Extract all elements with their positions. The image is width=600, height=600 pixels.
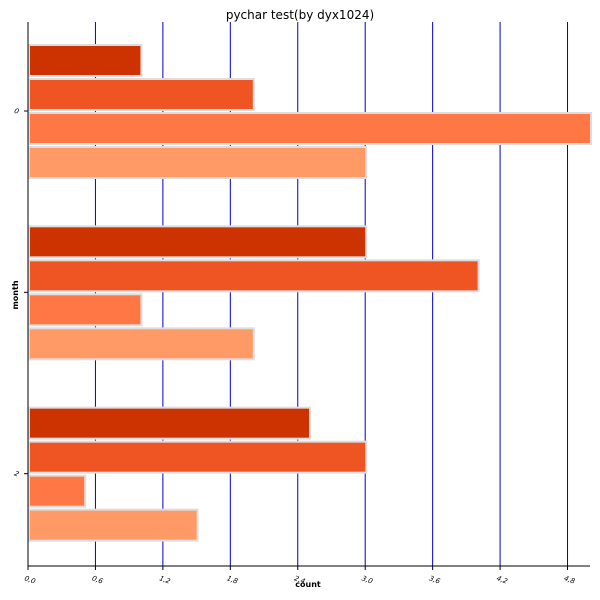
y-tick-label-2: 2 <box>13 470 20 479</box>
bar-1-series-0 <box>28 225 368 259</box>
x-tick-label-7: 4,2 <box>495 574 509 586</box>
bar-2-series-2 <box>28 474 87 508</box>
bar-0-series-1 <box>28 78 255 111</box>
chart-title: pychar test(by dyx1024) <box>226 8 374 22</box>
y-tick-labels: 02 <box>13 107 28 479</box>
bars <box>28 44 592 542</box>
x-axis-label: count <box>295 580 321 589</box>
x-tick-label-0: 0,0 <box>23 574 37 586</box>
bar-0-series-3 <box>28 146 368 179</box>
x-tick-label-5: 3,0 <box>361 574 375 586</box>
x-tick-label-8: 4,8 <box>563 574 577 586</box>
x-tick-label-1: 0,6 <box>91 574 105 586</box>
bar-1-series-1 <box>28 259 480 293</box>
x-tick-label-4: 2,4 <box>293 574 306 585</box>
y-axis-label: month <box>11 280 20 309</box>
x-tick-label-2: 1,2 <box>158 574 172 586</box>
bar-1-series-2 <box>28 293 143 327</box>
x-tick-label-3: 1,8 <box>226 574 240 586</box>
bar-0-series-0 <box>28 44 143 77</box>
bar-1-series-3 <box>28 327 255 361</box>
bar-2-series-0 <box>28 406 311 440</box>
bar-0-series-2 <box>28 112 592 145</box>
x-tick-label-6: 3,6 <box>428 574 442 586</box>
x-tick-labels: 0,0 0,6 1,2 1,8 2,4 3,0 3,6 4,2 4,8 <box>23 566 577 586</box>
y-tick-label-0: 0 <box>13 107 20 116</box>
bar-2-series-3 <box>28 508 199 542</box>
bar-2-series-1 <box>28 440 368 474</box>
axes <box>27 22 590 567</box>
